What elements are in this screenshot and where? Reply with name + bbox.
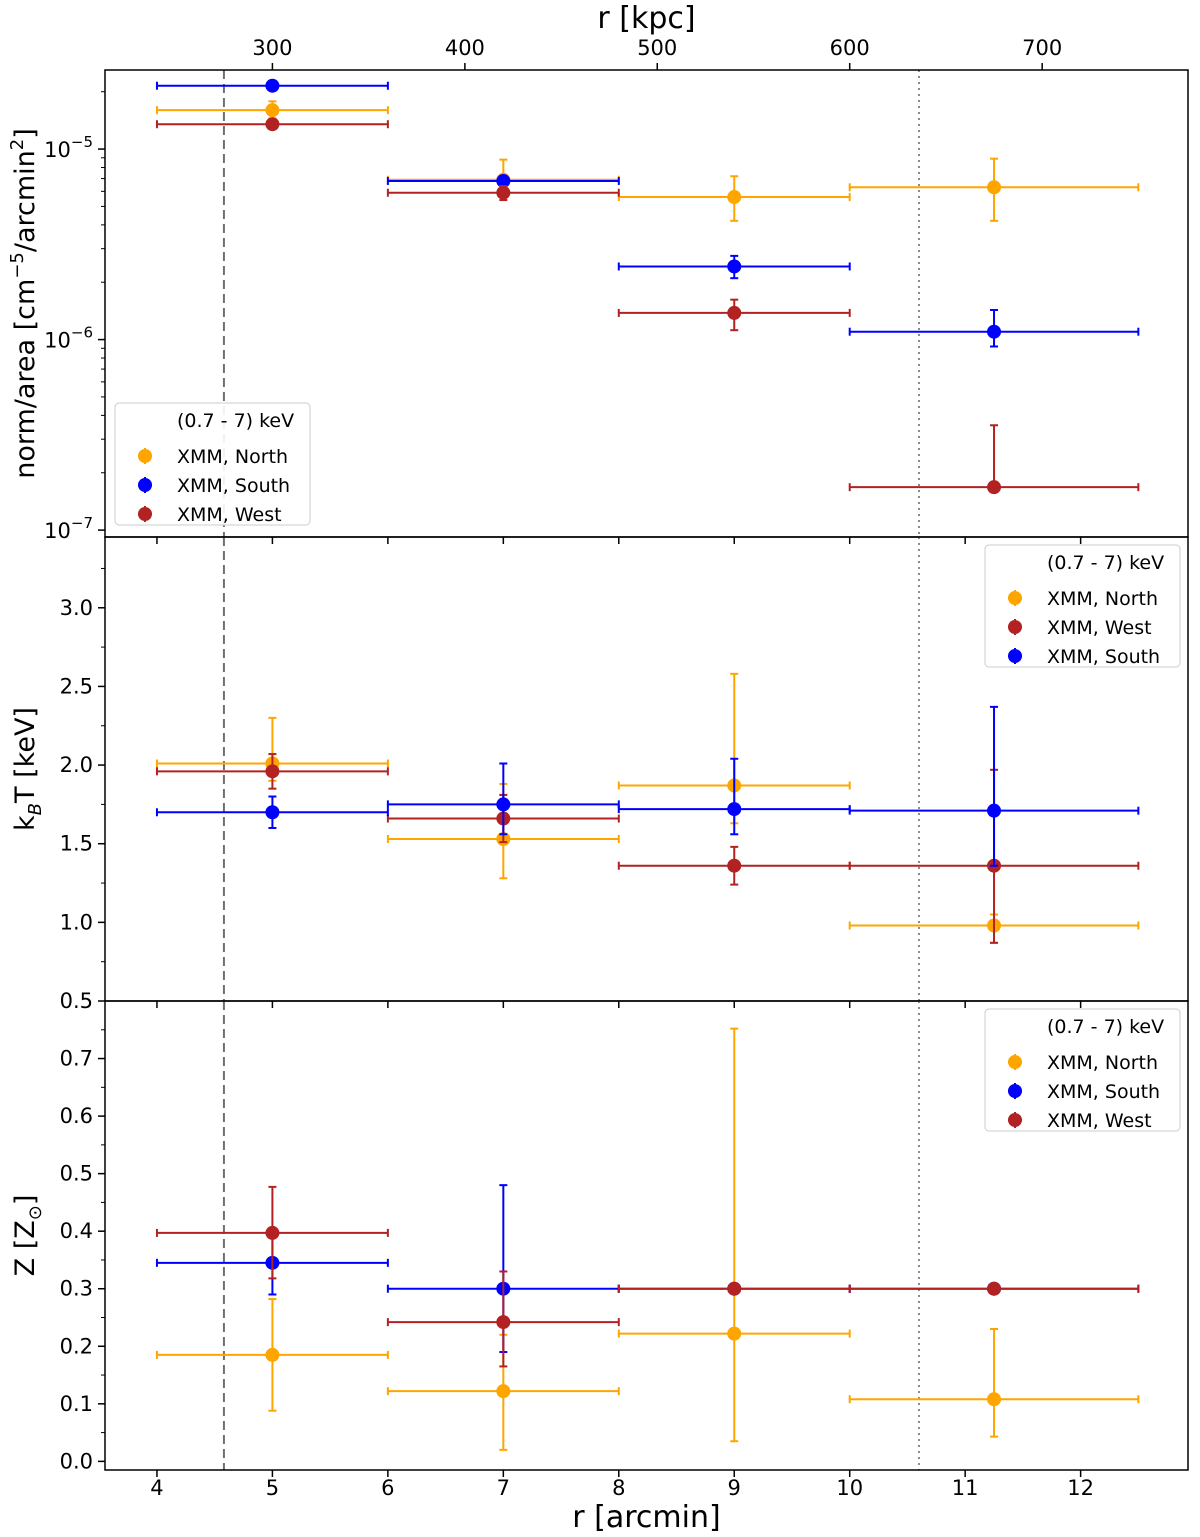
x-axis-label: r [arcmin] [572, 1500, 720, 1535]
data-point [496, 173, 511, 188]
ytick-label: 0.0 [60, 1449, 93, 1473]
data-point [265, 1347, 280, 1362]
ytick-label: 0.6 [60, 1104, 93, 1128]
y-axis-label: norm/area [cm−5/arcmin2] [7, 128, 41, 479]
data-point [727, 858, 742, 873]
legend-marker-dot [1008, 1084, 1022, 1098]
legend: (0.7 - 7) keV XMM, North XMM, South XMM, We… [114, 402, 311, 526]
ytick-label: 0.3 [60, 1277, 93, 1301]
data-point [265, 78, 280, 93]
data-point [265, 1225, 280, 1240]
legend-label: XMM, South [1047, 1081, 1160, 1103]
xtick-label: 5 [266, 1476, 279, 1500]
top-tick-label: 300 [252, 36, 292, 60]
data-point [265, 103, 280, 118]
top-tick-label: 500 [637, 36, 677, 60]
data-point [987, 480, 1002, 495]
legend-label: XMM, North [177, 446, 288, 468]
top-tick-label: 400 [445, 36, 485, 60]
ytick-label: 1.0 [60, 910, 93, 934]
data-point [496, 185, 511, 200]
xtick-label: 7 [497, 1476, 510, 1500]
xtick-label: 11 [952, 1476, 979, 1500]
series-south [155, 705, 1140, 867]
top-tick-label: 600 [830, 36, 870, 60]
legend-label: XMM, West [1047, 617, 1152, 639]
legend-marker-dot [138, 449, 152, 463]
data-point [987, 324, 1002, 339]
legend-label: XMM, West [1047, 1110, 1152, 1132]
ytick-label: 1.5 [60, 832, 93, 856]
data-point [987, 1281, 1002, 1296]
panel-temperature: 0.5 1.0 1.5 2.0 2.5 3.0 kBT [keV] (0.7 - 7) keV… [10, 536, 1189, 1013]
legend-marker-dot [138, 478, 152, 492]
ytick-label: 0.2 [60, 1334, 93, 1358]
ytick-label: 2.0 [60, 753, 93, 777]
xtick-label: 8 [612, 1476, 625, 1500]
series-south [155, 1184, 1140, 1354]
axes-frame [104, 1000, 1189, 1471]
data-point [727, 1326, 742, 1341]
data-point [265, 117, 280, 132]
ytick-label: 0.5 [60, 1162, 93, 1186]
ytick-label: 10−5 [44, 133, 93, 162]
data-point [265, 764, 280, 779]
legend-frame [984, 1008, 1181, 1132]
ytick-label: 0.7 [60, 1047, 93, 1071]
series-west [155, 117, 1140, 495]
top-tick-label: 700 [1022, 36, 1062, 60]
legend-label: XMM, West [177, 504, 282, 526]
ytick-label: 0.1 [60, 1392, 93, 1416]
xtick-label: 10 [836, 1476, 863, 1500]
xtick-label: 12 [1067, 1476, 1094, 1500]
legend: (0.7 - 7) keV XMM, North XMM, South XMM, We… [984, 1008, 1181, 1132]
legend-marker-dot [138, 507, 152, 521]
legend-marker-dot [1008, 649, 1022, 663]
legend-title: (0.7 - 7) keV [177, 410, 294, 432]
data-point [727, 259, 742, 274]
series-south [155, 78, 1140, 348]
ytick-label: 0.5 [60, 989, 93, 1013]
legend-marker-dot [1008, 1055, 1022, 1069]
xtick-label: 4 [150, 1476, 163, 1500]
legend: (0.7 - 7) keV XMM, North XMM, West XMM, Sou… [984, 544, 1181, 668]
legend-marker-dot [1008, 1113, 1022, 1127]
y-axis-label: kBT [keV] [10, 707, 46, 831]
data-point [727, 305, 742, 320]
legend-label: XMM, North [1047, 588, 1158, 610]
data-point [496, 797, 511, 812]
data-point [496, 1384, 511, 1399]
ytick-label: 10−7 [44, 514, 93, 543]
data-point [727, 190, 742, 205]
data-point [987, 180, 1002, 195]
ytick-label: 0.4 [60, 1219, 93, 1243]
legend-title: (0.7 - 7) keV [1047, 1016, 1164, 1038]
xtick-label: 6 [381, 1476, 394, 1500]
data-point [265, 805, 280, 820]
data-point [496, 1315, 511, 1330]
data-point [727, 802, 742, 817]
data-point [727, 1281, 742, 1296]
xtick-label: 9 [728, 1476, 741, 1500]
data-point [987, 803, 1002, 818]
legend-label: XMM, North [1047, 1052, 1158, 1074]
data-point [987, 1392, 1002, 1407]
y-axis-label: Z [Z⊙] [10, 1195, 46, 1277]
top-axis-label: r [kpc] [597, 1, 695, 36]
legend-marker-dot [1008, 591, 1022, 605]
ytick-label: 3.0 [60, 596, 93, 620]
legend-title: (0.7 - 7) keV [1047, 552, 1164, 574]
legend-label: XMM, South [177, 475, 290, 497]
legend-marker-dot [1008, 620, 1022, 634]
series-north [155, 100, 1140, 222]
panel-metallicity: 0.0 0.1 0.2 0.3 0.4 0.5 0.6 0.7 Z [Z⊙] (0.7 - 7) … [10, 1000, 1189, 1477]
series-west [155, 1185, 1140, 1368]
ytick-label: 2.5 [60, 674, 93, 698]
legend-label: XMM, South [1047, 646, 1160, 668]
ytick-label: 10−6 [44, 324, 93, 353]
legend-frame [114, 402, 311, 526]
legend-frame [984, 544, 1181, 668]
